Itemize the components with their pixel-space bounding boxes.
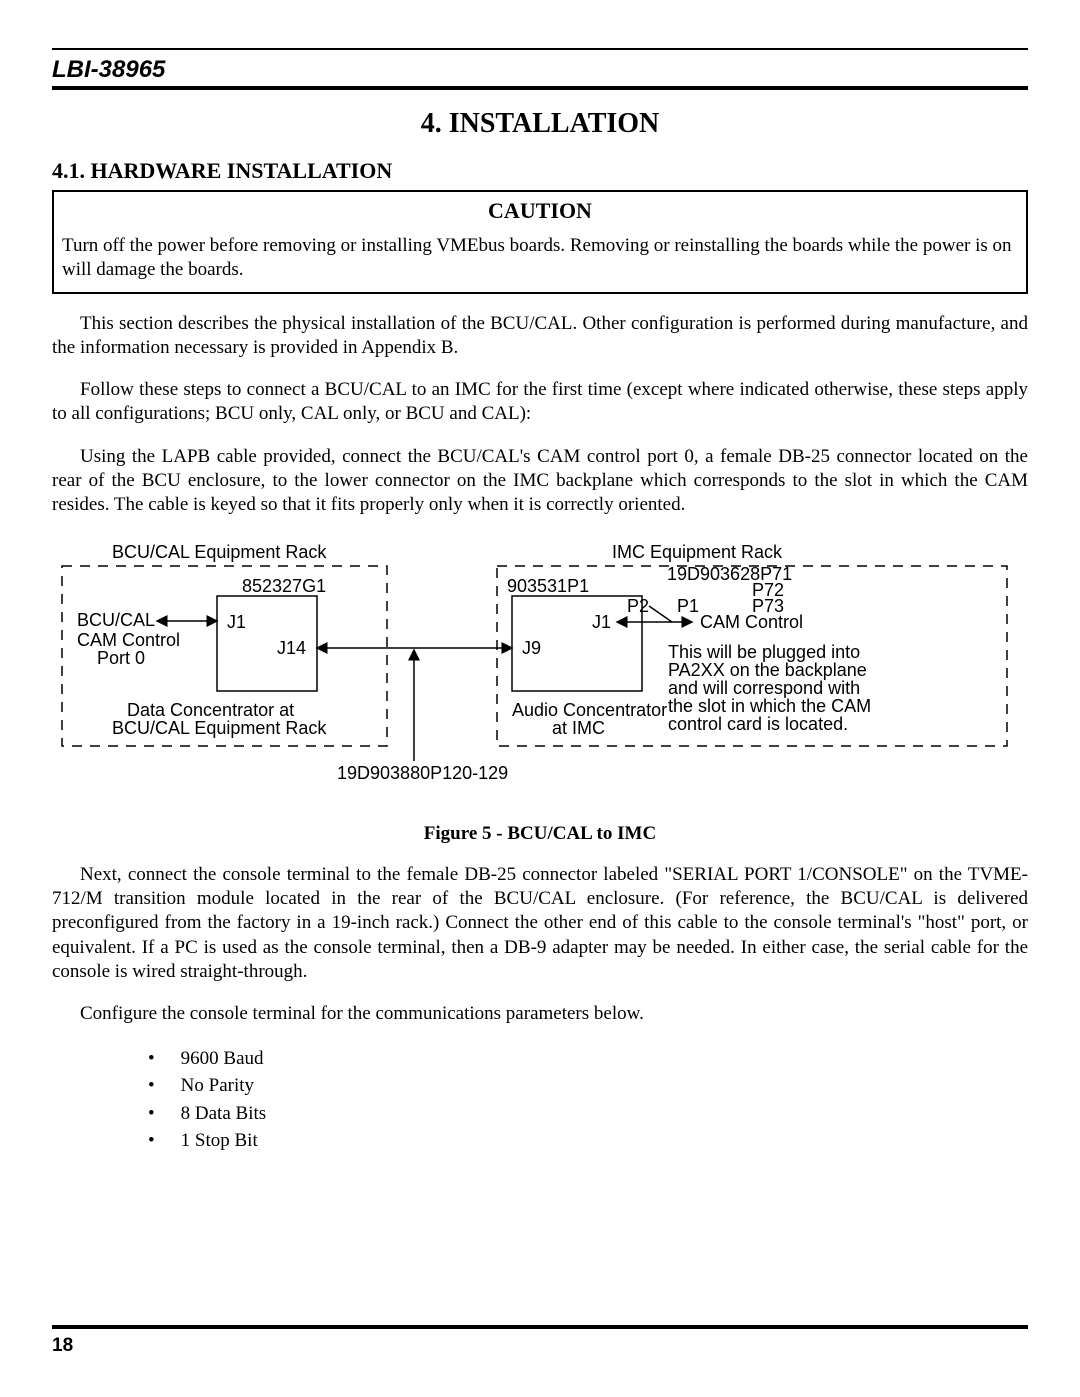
figure-caption: Figure 5 - BCU/CAL to IMC <box>52 823 1028 845</box>
top-thin-rule <box>52 48 1028 50</box>
top-thick-rule <box>52 86 1028 90</box>
fig-right-cap1: Audio Concentrator <box>512 700 667 720</box>
fig-right-cap2: at IMC <box>552 718 605 738</box>
fig-left-part: 852327G1 <box>242 576 326 596</box>
para-5: Configure the console terminal for the c… <box>52 1002 1028 1026</box>
bullet-baud: 9600 Baud <box>148 1045 1028 1073</box>
fig-j1r: J1 <box>592 612 611 632</box>
fig-left-cap2: BCU/CAL Equipment Rack <box>112 718 327 738</box>
fig-left-l1: BCU/CAL <box>77 610 155 630</box>
fig-note1: This will be plugged into <box>668 642 860 662</box>
caution-title: CAUTION <box>62 198 1018 224</box>
comm-params-list: 9600 Baud No Parity 8 Data Bits 1 Stop B… <box>148 1045 1028 1155</box>
doc-id: LBI-38965 <box>52 56 1028 84</box>
fig-note5: control card is located. <box>668 714 848 734</box>
para-4: Next, connect the console terminal to th… <box>52 863 1028 985</box>
fig-left-l2: CAM Control <box>77 630 180 650</box>
fig-cable-part: 19D903880P120-129 <box>337 763 508 783</box>
section-subtitle: 4.1. HARDWARE INSTALLATION <box>52 158 1028 184</box>
bullet-parity: No Parity <box>148 1072 1028 1100</box>
bullet-stopbit: 1 Stop Bit <box>148 1127 1028 1155</box>
fig-left-l3: Port 0 <box>97 648 145 668</box>
caution-box: CAUTION Turn off the power before removi… <box>52 190 1028 294</box>
caution-text: Turn off the power before removing or in… <box>62 234 1018 282</box>
fig-partsR3: P73 <box>752 596 784 616</box>
para-1: This section describes the physical inst… <box>52 312 1028 361</box>
footer-rule <box>52 1325 1028 1329</box>
figure-5: BCU/CAL Equipment Rack 852327G1 BCU/CAL … <box>52 536 1028 801</box>
para-2: Follow these steps to connect a BCU/CAL … <box>52 378 1028 427</box>
fig-p1: P1 <box>677 596 699 616</box>
page-number: 18 <box>52 1335 1028 1357</box>
fig-j14: J14 <box>277 638 306 658</box>
footer: 18 <box>52 1325 1028 1357</box>
para-3: Using the LAPB cable provided, connect t… <box>52 445 1028 518</box>
fig-left-cap1: Data Concentrator at <box>127 700 294 720</box>
fig-note3: and will correspond with <box>668 678 860 698</box>
bullet-databits: 8 Data Bits <box>148 1100 1028 1128</box>
section-title: 4. INSTALLATION <box>52 108 1028 140</box>
fig-j1: J1 <box>227 612 246 632</box>
fig-p2: P2 <box>627 596 649 616</box>
fig-note2: PA2XX on the backplane <box>668 660 867 680</box>
fig-right-rack-title: IMC Equipment Rack <box>612 542 783 562</box>
fig-note4: the slot in which the CAM <box>668 696 871 716</box>
fig-j9: J9 <box>522 638 541 658</box>
fig-right-part: 903531P1 <box>507 576 589 596</box>
fig-left-rack-title: BCU/CAL Equipment Rack <box>112 542 327 562</box>
